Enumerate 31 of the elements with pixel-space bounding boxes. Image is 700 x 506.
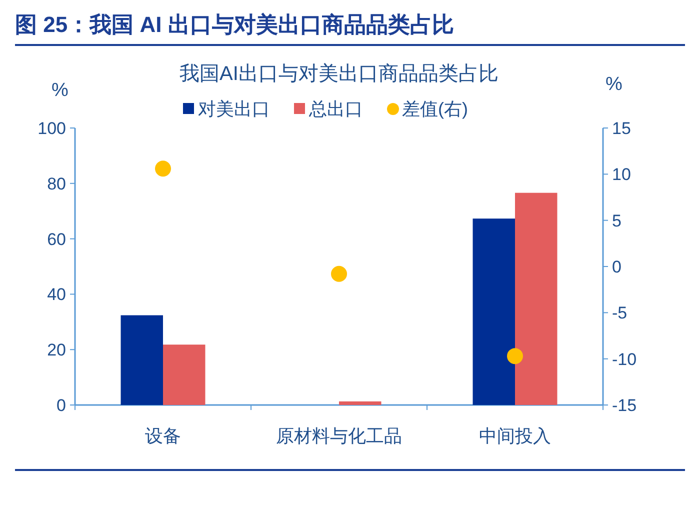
y-tick-label: 40 (47, 285, 66, 304)
title: 图 25：我国 AI 出口与对美出口商品品类占比 (15, 12, 454, 37)
x-tick-label: 设备 (145, 426, 181, 446)
y2-tick-label: 15 (612, 119, 631, 138)
point (331, 266, 347, 282)
chart-subtitle: 我国AI出口与对美出口商品品类占比 (180, 62, 498, 85)
bar (120, 315, 163, 405)
bar (163, 344, 206, 405)
y2-tick-label: -15 (612, 396, 637, 415)
bar (339, 401, 382, 405)
point (155, 160, 171, 177)
y2-tick-label: 5 (612, 211, 622, 230)
y-tick-label: 0 (56, 396, 66, 415)
y2-tick-label: -5 (612, 304, 628, 323)
bar (472, 218, 515, 405)
bar (515, 192, 558, 405)
y-tick-label: 100 (38, 119, 66, 138)
y2-tick-label: 0 (612, 258, 622, 276)
y-tick-label: 20 (47, 340, 66, 360)
y2-axis-title: % (606, 74, 623, 95)
y-axis-title: % (52, 80, 69, 101)
point (507, 348, 523, 364)
x-tick-label: 原材料与化工品 (276, 426, 402, 446)
y2-tick-label: 10 (612, 165, 631, 184)
x-tick-label: 中间投入 (479, 426, 551, 446)
y-tick-label: 60 (47, 230, 66, 249)
legend-label: 对美出口 (198, 99, 270, 119)
legend-label: 差值(右) (402, 99, 468, 119)
y2-tick-label: -10 (612, 350, 637, 369)
y-tick-label: 80 (47, 174, 66, 194)
legend-label: 总出口 (308, 99, 363, 119)
